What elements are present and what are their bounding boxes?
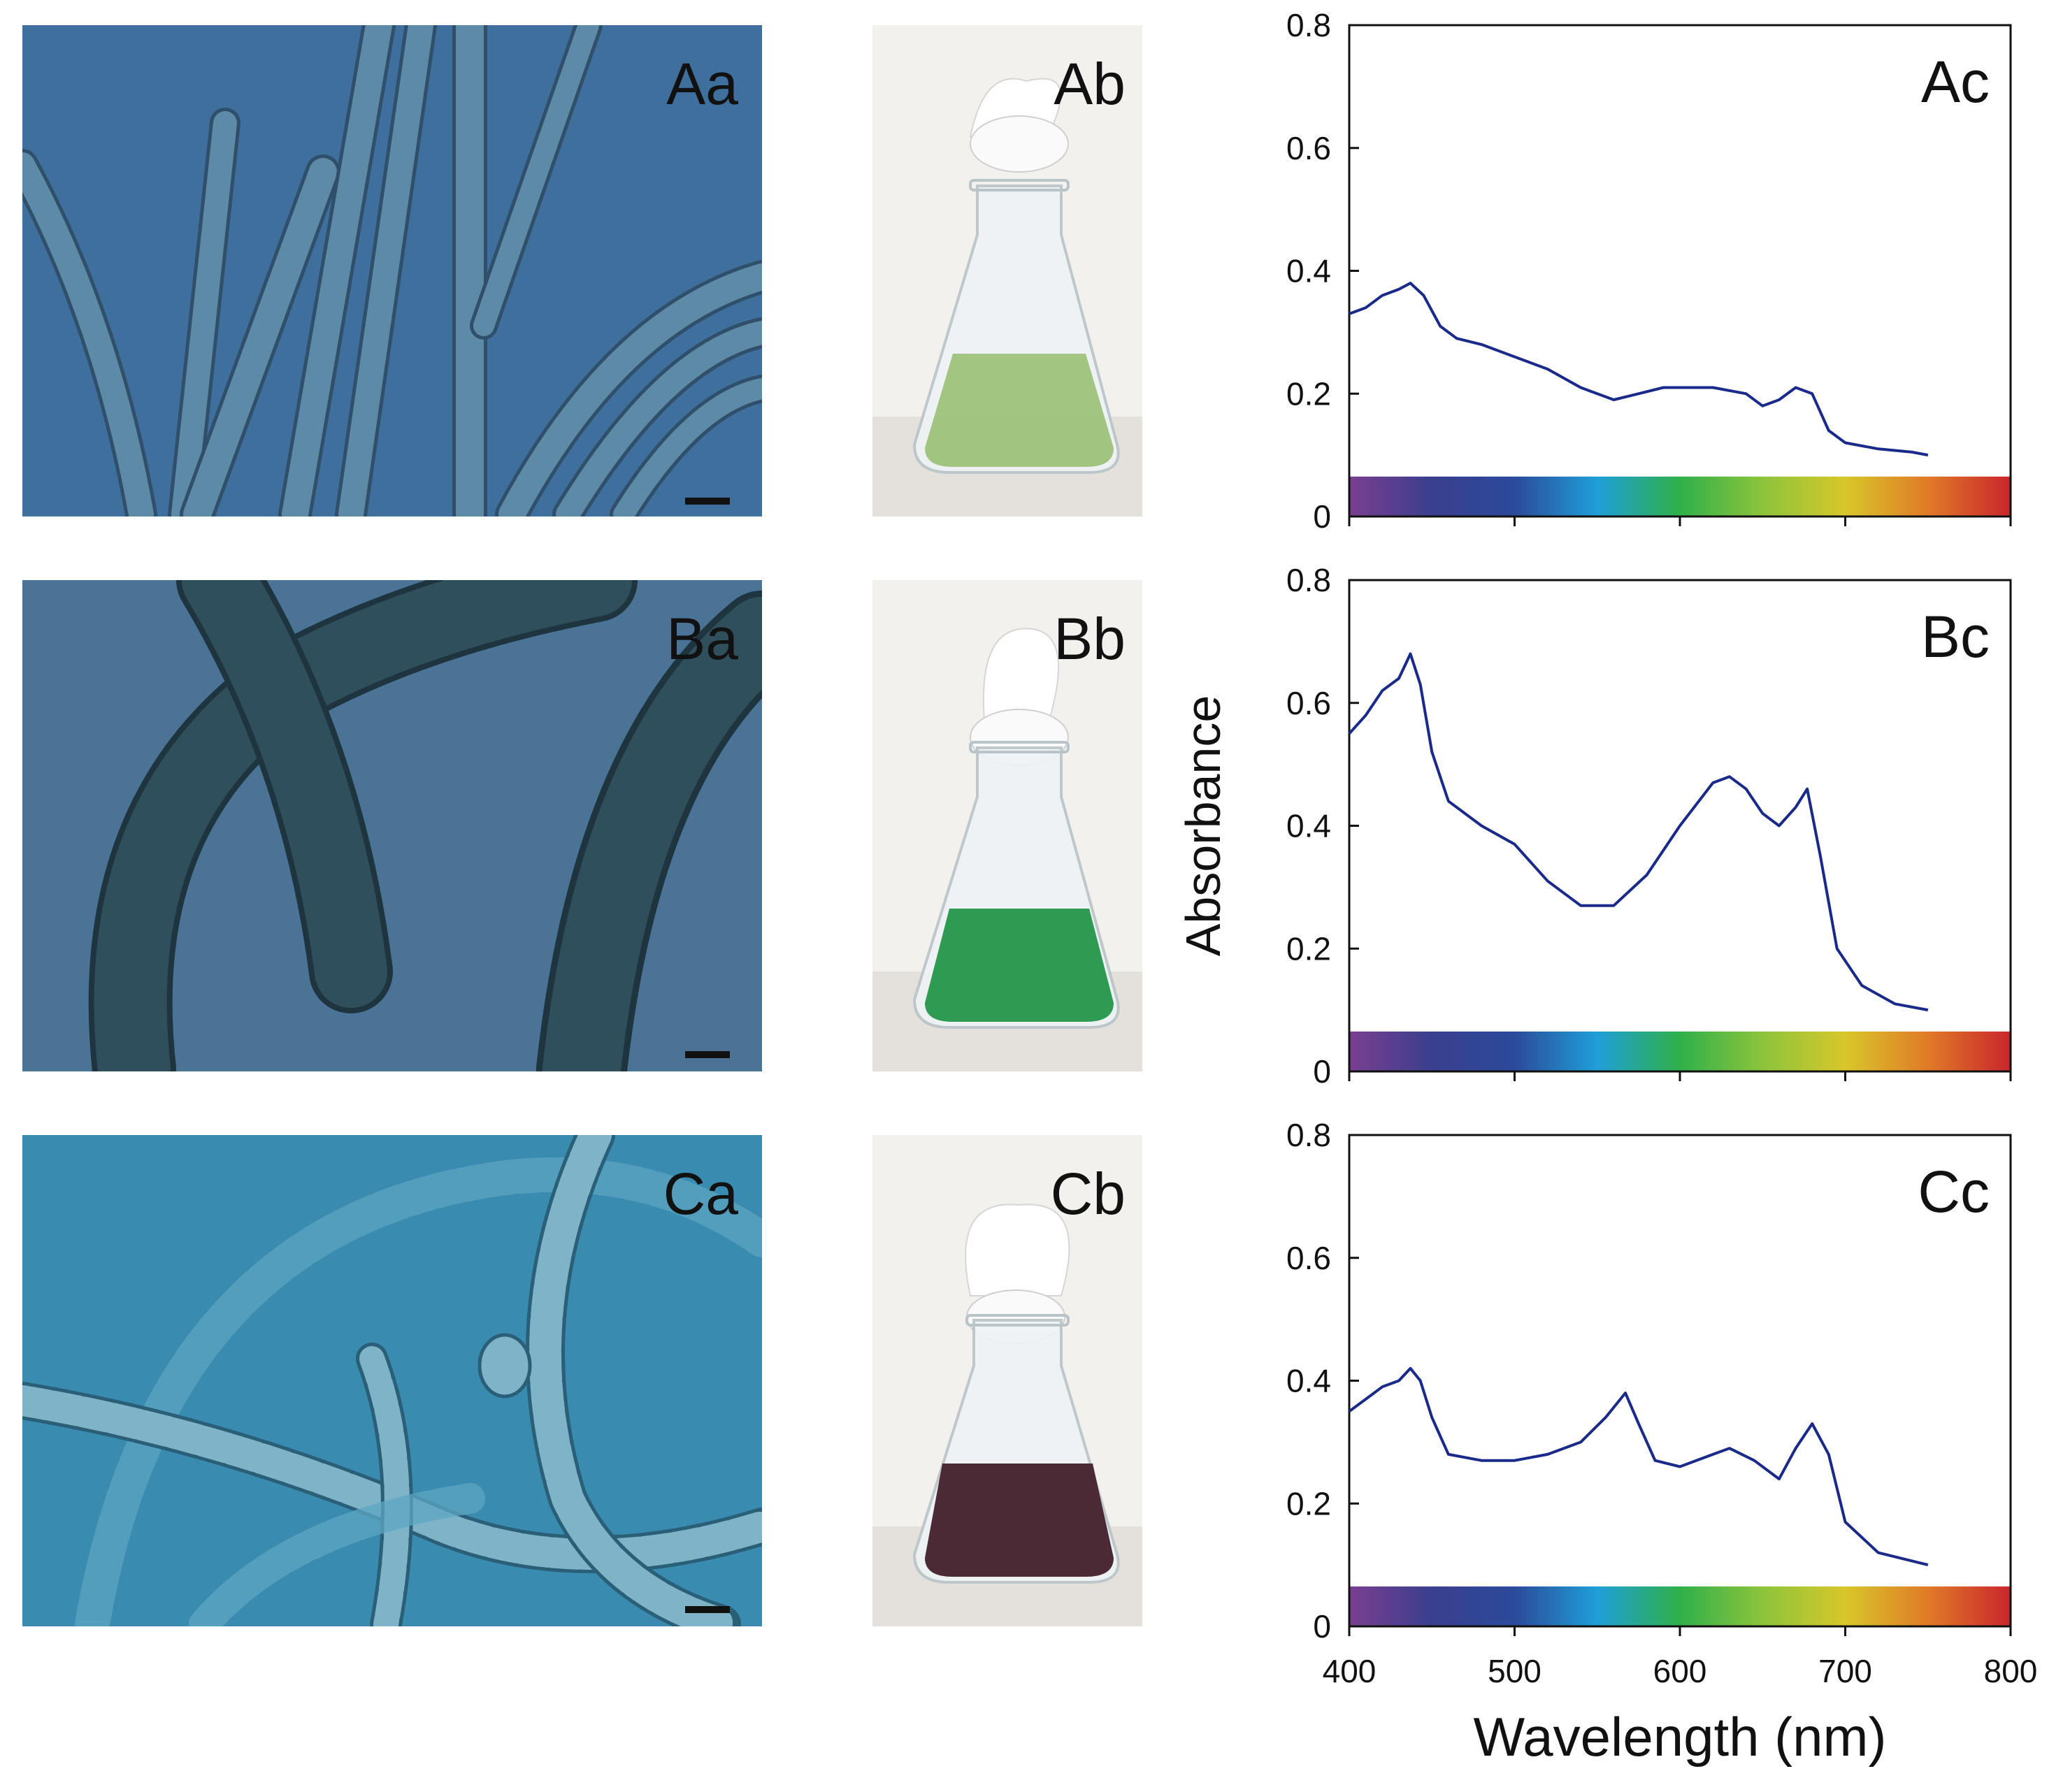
scale-bar-ca [685, 1606, 730, 1613]
y-tick-label: 0.4 [1286, 253, 1331, 289]
panel-label-bb: Bb [1054, 606, 1126, 672]
panel-label-ac: Ac [1921, 49, 1990, 115]
y-tick-label: 0 [1313, 1608, 1331, 1645]
flask-photo-cb: Cb [872, 1135, 1142, 1626]
flask-photo-ab: Ab [872, 25, 1142, 516]
visible-spectrum-bar [1349, 1031, 2011, 1071]
y-tick-label: 0.6 [1286, 685, 1331, 721]
panel-label-ba: Ba [666, 606, 738, 672]
cotton-plug-cb [965, 1204, 1070, 1296]
visible-spectrum-bar [1349, 476, 2011, 516]
culture-ab [925, 354, 1114, 467]
flask-photo-bb: Bb [872, 580, 1142, 1071]
cotton-plug-bb [982, 628, 1059, 728]
y-tick-label: 0.4 [1286, 1363, 1331, 1399]
micrograph-aa-filaments [22, 25, 762, 516]
x-tick-label: 400 [1323, 1653, 1377, 1689]
flask-ab-image [872, 25, 1142, 516]
absorbance-line [1348, 652, 1929, 1012]
panel-label-cc: Cc [1918, 1159, 1990, 1224]
x-tick-label: 700 [1818, 1653, 1872, 1689]
micrograph-aa: Aa [22, 25, 762, 516]
y-axis-title: Absorbance [1176, 695, 1230, 957]
culture-cb [925, 1464, 1114, 1577]
scale-bar-ba [685, 1051, 730, 1058]
micrograph-ba-image [22, 580, 762, 1071]
x-tick-label: 800 [1984, 1653, 2038, 1689]
x-tick-label: 600 [1653, 1653, 1707, 1689]
panel-label-ca: Ca [663, 1161, 738, 1227]
micrograph-ba: Ba [22, 580, 762, 1071]
x-axis-title: Wavelength (nm) [1474, 1706, 1887, 1768]
panel-label-cb: Cb [1050, 1161, 1126, 1227]
plot-frame [1348, 1134, 2012, 1628]
visible-spectrum-bar [1349, 1586, 2011, 1626]
y-tick-label: 0.2 [1286, 1485, 1331, 1522]
y-tick-label: 0.8 [1286, 1117, 1331, 1153]
spectrum-chart-ac: 0 0.2 0.4 0.6 0.8 Ac [1286, 7, 2012, 535]
y-tick-label: 0.8 [1286, 7, 1331, 43]
flask-bb-image [872, 580, 1142, 1071]
absorbance-line [1349, 282, 1929, 457]
micrograph-ca: Ca [22, 1135, 762, 1626]
x-tick-label: 500 [1488, 1653, 1541, 1689]
culture-bb [925, 909, 1114, 1022]
micrograph-ca-image [22, 1135, 762, 1626]
y-tick-label: 0 [1313, 1053, 1331, 1090]
micrograph-aa-image [22, 25, 762, 516]
y-tick-label: 0.6 [1286, 1240, 1331, 1276]
y-tick-label: 0.8 [1286, 562, 1331, 598]
panel-label-bc: Bc [1921, 604, 1990, 670]
flask-cb-image [872, 1135, 1142, 1626]
micrograph-ca-filaments [22, 1135, 762, 1626]
y-tick-label: 0.4 [1286, 808, 1331, 844]
y-tick-label: 0 [1313, 498, 1331, 535]
scale-bar-aa [685, 498, 730, 505]
plot-frame [1348, 24, 2012, 518]
spectrum-chart-cc: 0 0.2 0.4 0.6 0.8 400 500 600 700 800 Cc Wavelength… [1286, 1117, 2037, 1768]
spectrum-chart-bc: 0 0.2 0.4 0.6 0.8 Bc Absorbance [1176, 562, 2012, 1090]
panel-label-ab: Ab [1054, 51, 1126, 117]
y-tick-label: 0.2 [1286, 930, 1331, 967]
y-tick-label: 0.2 [1286, 375, 1331, 412]
panel-label-aa: Aa [666, 51, 738, 117]
micrograph-ba-filaments [88, 580, 762, 1071]
y-tick-label: 0.6 [1286, 130, 1331, 166]
absorbance-line [1348, 1366, 1929, 1567]
